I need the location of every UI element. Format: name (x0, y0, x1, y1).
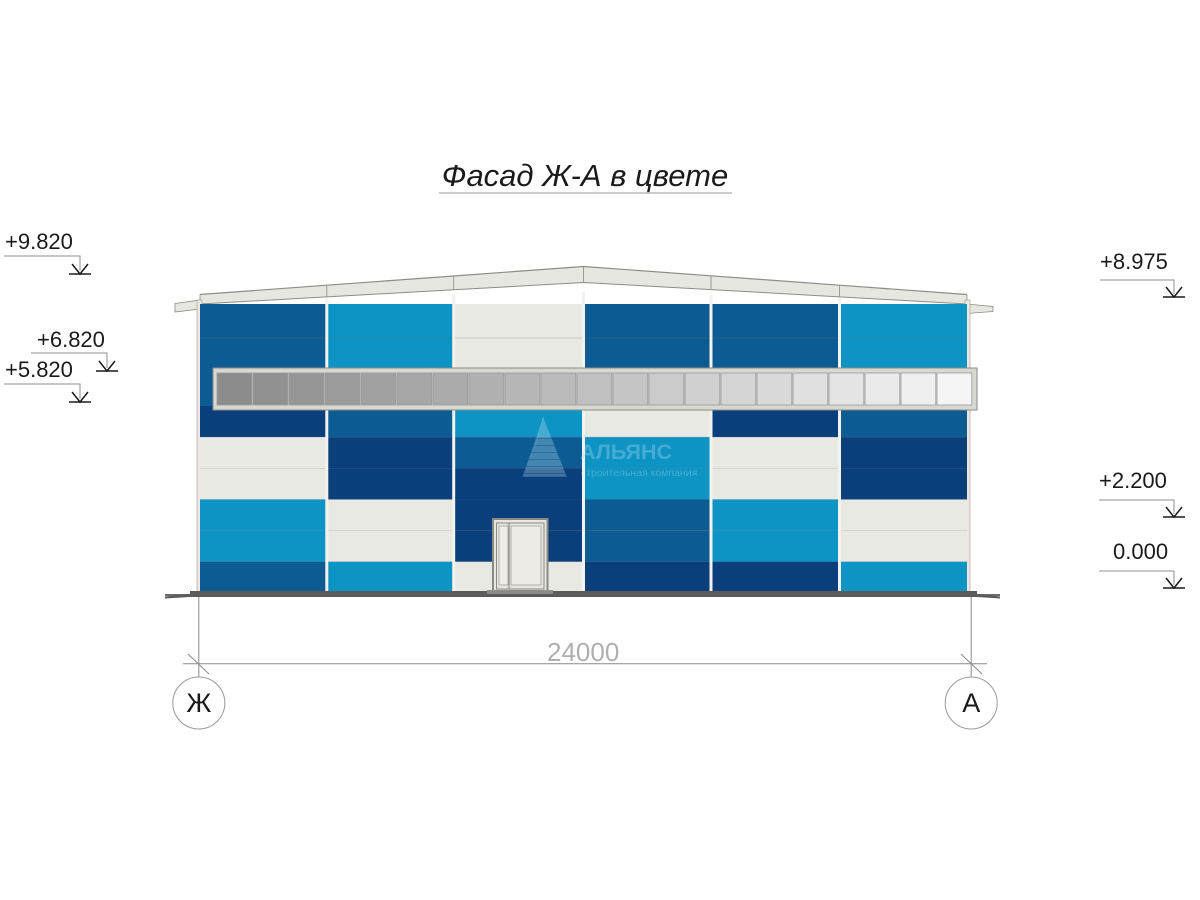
svg-text:Фасад Ж-А в цвете: Фасад Ж-А в цвете (442, 158, 728, 193)
svg-text:строительная компания: строительная компания (581, 467, 697, 479)
svg-text:АЛЬЯНС: АЛЬЯНС (580, 440, 672, 464)
svg-text:+2.200: +2.200 (1099, 468, 1167, 493)
svg-text:Ж: Ж (186, 688, 211, 718)
svg-text:0.000: 0.000 (1113, 539, 1168, 564)
svg-text:+9.820: +9.820 (5, 229, 73, 254)
svg-text:+8.975: +8.975 (1100, 249, 1168, 274)
svg-text:24000: 24000 (547, 637, 619, 667)
svg-text:+6.820: +6.820 (37, 327, 105, 352)
svg-text:+5.820: +5.820 (5, 357, 73, 382)
svg-text:А: А (962, 688, 980, 718)
